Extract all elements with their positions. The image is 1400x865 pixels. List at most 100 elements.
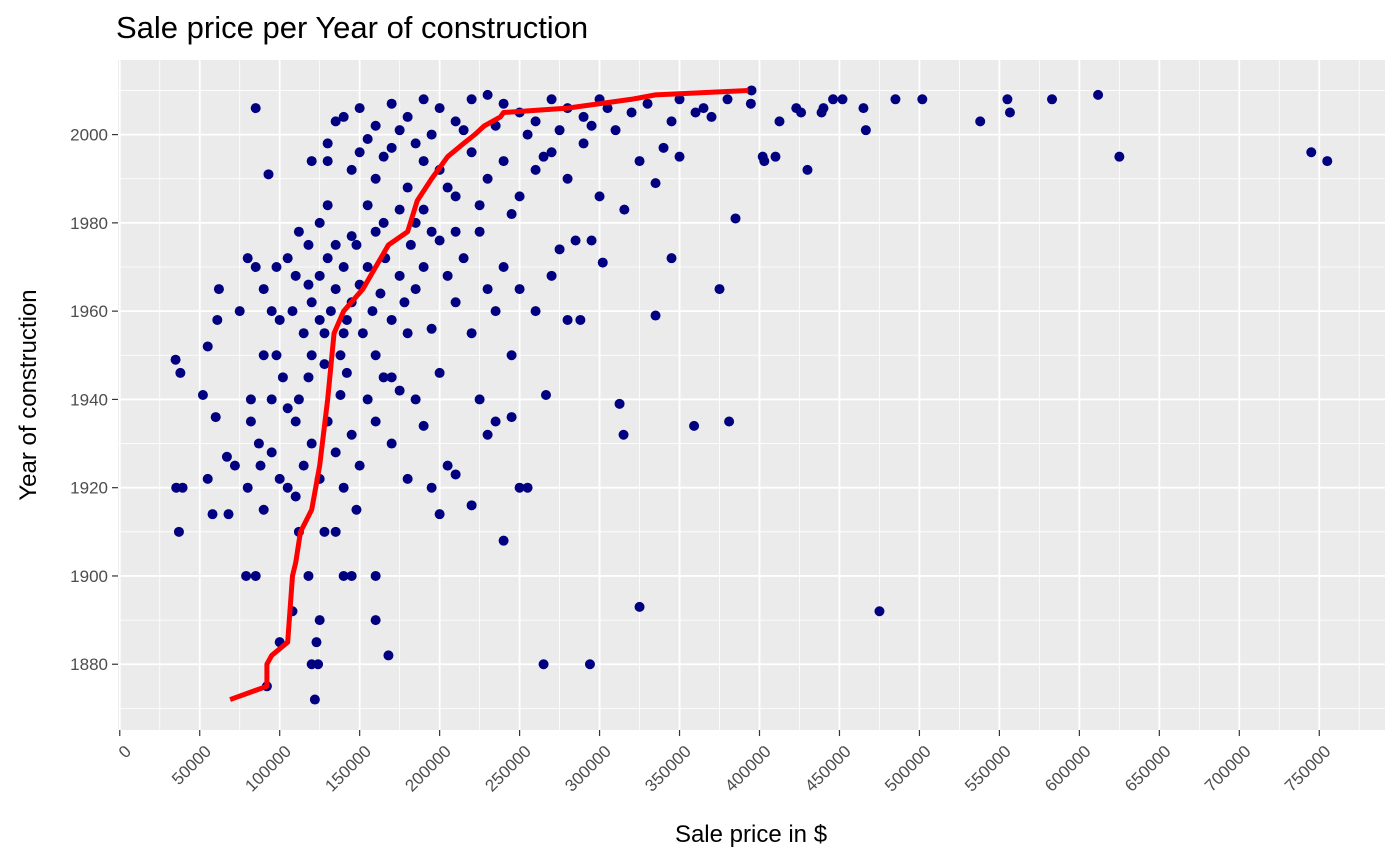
point — [213, 284, 224, 295]
point — [370, 226, 381, 237]
point — [221, 451, 232, 462]
point — [975, 116, 986, 127]
point — [890, 94, 901, 105]
point — [250, 103, 261, 114]
point — [341, 314, 352, 325]
point — [874, 606, 885, 617]
point — [410, 138, 421, 149]
point — [466, 147, 477, 158]
point — [482, 284, 493, 295]
point — [450, 116, 461, 127]
point — [290, 416, 301, 427]
point — [650, 178, 661, 189]
point — [626, 107, 637, 118]
point — [319, 359, 330, 370]
point — [714, 284, 725, 295]
point — [338, 111, 349, 122]
point — [860, 125, 871, 136]
point — [858, 103, 869, 114]
point — [202, 473, 213, 484]
point — [314, 217, 325, 228]
point — [586, 120, 597, 131]
point — [335, 390, 346, 400]
point — [242, 253, 253, 264]
point — [426, 482, 437, 493]
point — [322, 200, 333, 211]
point — [586, 235, 597, 246]
point — [322, 253, 333, 264]
x-tick-label: 700000 — [1201, 742, 1255, 796]
y-tick-label: 2000 — [70, 126, 108, 145]
point — [351, 504, 362, 515]
point — [325, 306, 336, 317]
point — [745, 98, 756, 109]
point — [170, 354, 181, 365]
point — [418, 156, 429, 167]
point — [314, 270, 325, 281]
point — [418, 262, 429, 273]
point — [538, 151, 549, 162]
point — [917, 94, 928, 105]
point — [338, 570, 349, 581]
point — [450, 297, 461, 308]
point — [322, 138, 333, 149]
point — [746, 85, 757, 96]
point — [546, 147, 557, 158]
point — [303, 239, 314, 250]
point — [266, 447, 277, 458]
point — [791, 103, 802, 114]
point — [370, 615, 381, 626]
point — [619, 204, 630, 215]
point — [367, 306, 378, 317]
point — [253, 438, 264, 449]
point — [370, 173, 381, 184]
point — [306, 350, 317, 361]
point — [173, 526, 184, 537]
point — [506, 209, 517, 220]
x-tick-label: 200000 — [401, 742, 455, 796]
point — [1004, 107, 1015, 118]
point — [482, 429, 493, 440]
point — [498, 535, 509, 546]
point — [514, 284, 525, 295]
y-tick-label: 1960 — [70, 302, 108, 321]
y-tick-label: 1980 — [70, 214, 108, 233]
point — [802, 164, 813, 175]
point — [450, 191, 461, 202]
point — [410, 394, 421, 405]
point — [442, 182, 453, 193]
point — [562, 173, 573, 184]
point — [490, 306, 501, 317]
point — [757, 151, 768, 162]
x-tick-label: 600000 — [1041, 742, 1095, 796]
point — [386, 142, 397, 153]
point — [402, 182, 413, 193]
x-tick-label: 500000 — [881, 742, 935, 796]
point — [828, 94, 839, 105]
point — [293, 394, 304, 405]
point — [724, 416, 735, 427]
point — [837, 94, 848, 105]
point — [245, 394, 256, 405]
point — [426, 129, 437, 140]
point — [330, 239, 341, 250]
point — [258, 284, 269, 295]
point — [177, 482, 188, 493]
y-axis-label: Year of construction — [15, 289, 42, 500]
point — [584, 659, 595, 670]
point — [346, 231, 357, 242]
x-tick-label: 350000 — [641, 742, 695, 796]
point — [530, 116, 541, 127]
point — [306, 156, 317, 167]
point — [319, 526, 330, 537]
point — [313, 659, 324, 670]
point — [522, 482, 533, 493]
point — [402, 328, 413, 339]
point — [357, 328, 368, 339]
point — [514, 482, 525, 493]
y-tick-label: 1940 — [70, 390, 108, 409]
point — [207, 509, 218, 520]
point — [370, 416, 381, 427]
point — [351, 239, 362, 250]
